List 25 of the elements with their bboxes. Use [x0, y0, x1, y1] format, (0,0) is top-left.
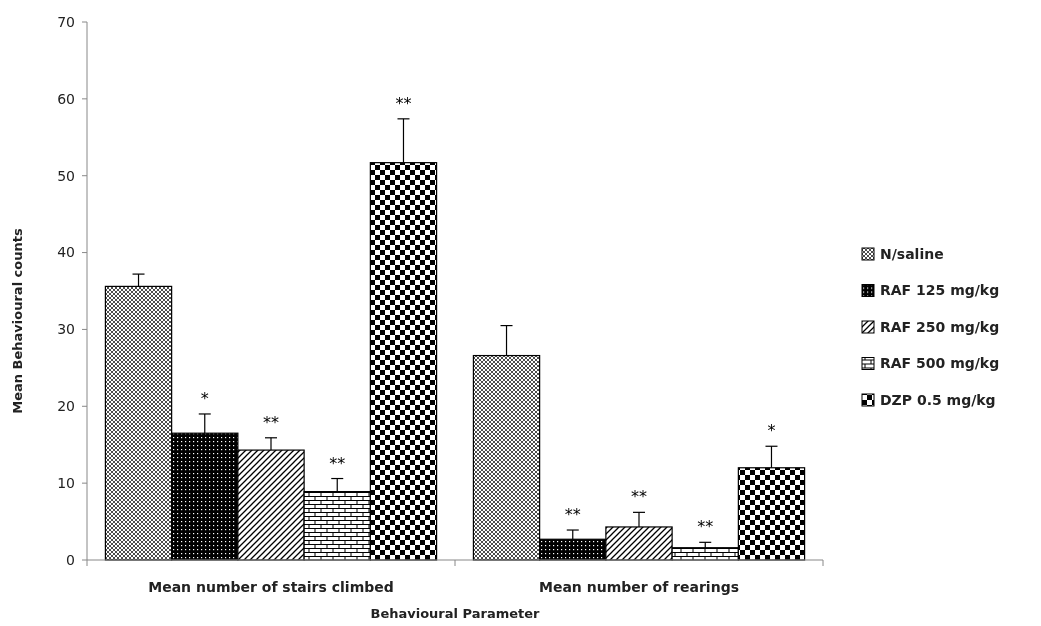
y-tick-label: 0 [66, 551, 75, 568]
data-label: ** [564, 505, 581, 525]
data-label: ** [395, 93, 412, 113]
data-label: ** [697, 517, 714, 537]
data-label: ** [329, 453, 346, 473]
y-tick-label: 60 [57, 90, 75, 107]
legend-label: RAF 500 mg/kg [880, 355, 1000, 372]
legend-label: N/saline [880, 245, 944, 262]
data-label: * [767, 421, 776, 441]
y-tick-label: 20 [57, 398, 75, 415]
legend-label: RAF 250 mg/kg [880, 318, 1000, 335]
x-tick-label: Mean number of rearings [539, 579, 739, 595]
x-axis-title: Behavioural Parameter [370, 606, 541, 621]
y-tick-label: 30 [57, 321, 75, 338]
legend-label: RAF 125 mg/kg [880, 282, 1000, 299]
y-tick-label: 70 [57, 13, 75, 30]
data-label: ** [631, 487, 647, 507]
y-tick-label: 40 [57, 244, 75, 261]
data-label: * [200, 388, 209, 408]
y-tick-label: 50 [57, 167, 75, 184]
x-tick-label: Mean number of stairs climbed [148, 579, 394, 595]
data-label: ** [263, 412, 279, 432]
y-axis-title: Mean Behavioural counts [10, 228, 25, 414]
legend-label: DZP 0.5 mg/kg [880, 391, 996, 408]
y-tick-label: 10 [57, 475, 75, 492]
